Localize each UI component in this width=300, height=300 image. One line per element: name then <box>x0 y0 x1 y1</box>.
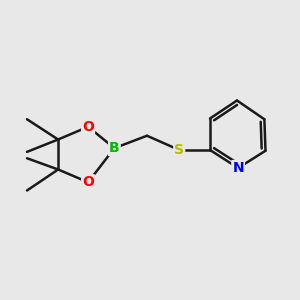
Text: S: S <box>174 143 184 157</box>
Text: O: O <box>82 175 94 189</box>
Text: B: B <box>109 141 120 155</box>
Text: O: O <box>82 120 94 134</box>
Text: N: N <box>232 161 244 175</box>
